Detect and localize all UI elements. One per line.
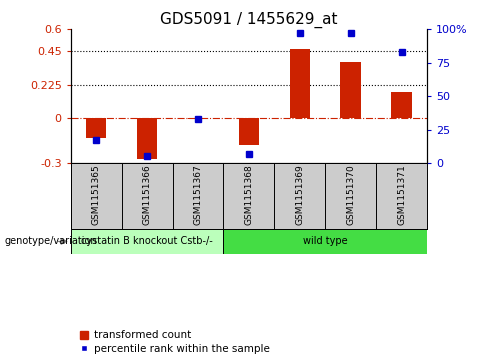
Text: GSM1151369: GSM1151369	[295, 164, 305, 225]
Bar	[391, 93, 412, 118]
Text: GSM1151366: GSM1151366	[142, 164, 152, 225]
Bar	[137, 118, 157, 159]
Title: GDS5091 / 1455629_at: GDS5091 / 1455629_at	[160, 12, 338, 28]
Legend: transformed count, percentile rank within the sample: transformed count, percentile rank withi…	[76, 326, 274, 358]
Bar	[239, 118, 259, 144]
Bar	[71, 229, 224, 254]
Text: GSM1151367: GSM1151367	[193, 164, 203, 225]
Bar	[188, 118, 208, 119]
Bar	[289, 49, 310, 118]
Text: GSM1151370: GSM1151370	[346, 164, 355, 225]
Bar	[341, 62, 361, 118]
Text: cystatin B knockout Cstb-/-: cystatin B knockout Cstb-/-	[81, 236, 213, 246]
Text: GSM1151368: GSM1151368	[244, 164, 253, 225]
Bar	[86, 118, 106, 138]
Text: genotype/variation: genotype/variation	[5, 236, 98, 246]
Text: wild type: wild type	[303, 236, 347, 246]
Text: GSM1151371: GSM1151371	[397, 164, 406, 225]
Text: GSM1151365: GSM1151365	[92, 164, 101, 225]
Bar	[224, 229, 427, 254]
